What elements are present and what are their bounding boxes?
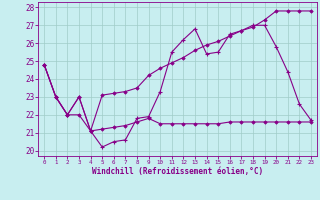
X-axis label: Windchill (Refroidissement éolien,°C): Windchill (Refroidissement éolien,°C) [92,167,263,176]
